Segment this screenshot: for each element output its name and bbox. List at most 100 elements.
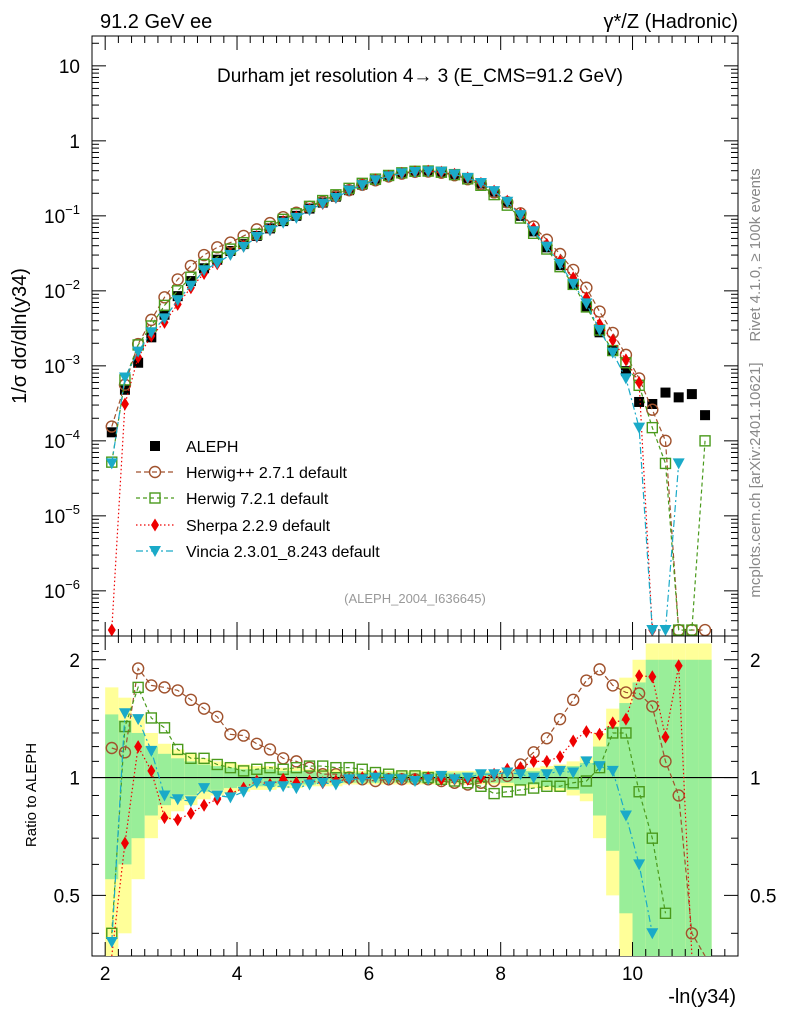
data-point <box>448 169 461 181</box>
uncertainty-band-inner <box>672 659 686 956</box>
ratio-point <box>369 772 382 784</box>
ratio-point <box>160 811 169 825</box>
ratio-point <box>646 700 659 713</box>
data-point <box>593 325 606 337</box>
ratio-point <box>541 780 553 792</box>
data-point <box>290 212 303 224</box>
data-point <box>171 273 184 286</box>
main-axes: 10−6 10−5 10−4 10−3 10−2 10−1 1 10 <box>44 36 738 636</box>
data-point <box>197 248 211 262</box>
uncertainty-band-inner <box>685 659 699 956</box>
ratio-point <box>593 663 606 676</box>
ratio-point <box>580 775 593 787</box>
ratio-point <box>186 806 195 820</box>
ratio-point <box>118 708 131 720</box>
data-point <box>514 210 527 222</box>
ratio-line <box>111 712 653 943</box>
ratio-point <box>606 765 619 777</box>
ratio-tick-label-right: 2 <box>750 651 761 672</box>
ratio-point <box>290 755 303 768</box>
data-point <box>395 168 408 180</box>
data-point <box>158 291 171 304</box>
legend-item: ALEPH <box>150 439 238 456</box>
data-point <box>620 366 631 377</box>
ratio-point <box>435 770 448 782</box>
ratio-point <box>343 761 355 774</box>
legend: ALEPH Herwig++ 2.7.1 default Herwig 7.2.1 … <box>136 439 380 561</box>
ratio-point <box>237 729 250 742</box>
ratio-point <box>251 763 263 775</box>
data-point <box>540 241 553 253</box>
data-point <box>621 353 630 367</box>
ratio-point <box>211 710 224 723</box>
ratio-point <box>593 761 606 773</box>
legend-item: Sherpa 2.2.9 default <box>136 518 331 535</box>
ratio-tick-label-left: 1 <box>69 769 80 790</box>
ratio-point <box>540 769 553 781</box>
chart-title: Durham jet resolution 4→ 3 (E_CMS=91.2 G… <box>217 66 623 87</box>
x-tick-label: 2 <box>100 964 111 985</box>
ratio-point <box>567 693 580 707</box>
ratio-point <box>118 746 132 759</box>
legend-marker <box>150 441 160 451</box>
ratio-point <box>633 786 645 798</box>
uncertainty-band-inner <box>144 746 158 816</box>
ratio-point <box>303 779 316 791</box>
ratio-point <box>171 684 184 697</box>
ratio-point <box>264 761 276 774</box>
ratio-point <box>448 774 461 786</box>
series-2 <box>106 165 711 636</box>
ratio-point <box>250 737 263 750</box>
data-point <box>593 305 606 318</box>
y-tick-label: 1 <box>69 132 80 153</box>
data-point <box>303 204 316 216</box>
uncertainty-band-inner <box>606 726 620 851</box>
ratio-point <box>131 662 145 675</box>
uncertainty-band-inner <box>658 659 673 956</box>
data-point <box>567 278 580 290</box>
ratio-tick-label-right: 0.5 <box>750 886 776 907</box>
ratio-point <box>608 716 617 730</box>
x-tick-label: 10 <box>622 964 643 985</box>
ratio-point <box>595 727 604 741</box>
ratio-point <box>501 786 513 798</box>
data-point <box>646 625 659 637</box>
uncertainty-band-inner <box>632 682 646 956</box>
legend-label: Herwig 7.2.1 default <box>186 491 329 508</box>
data-point <box>608 333 617 347</box>
y-axis-label: 1/σ dσ/dln(y34) <box>9 268 31 404</box>
uncertainty-band-inner <box>619 703 633 914</box>
main-panel: 10−6 10−5 10−4 10−3 10−2 10−1 1 10 Durham jet r… <box>9 35 739 637</box>
header-right: γ*/Z (Hadronic) <box>604 11 738 33</box>
ratio-tick-label-right: 1 <box>750 769 761 790</box>
data-point <box>672 624 685 636</box>
ratio-point <box>556 750 565 764</box>
data-point <box>633 422 646 434</box>
watermark: (ALEPH_2004_I636645) <box>344 591 486 606</box>
ratio-tick-label-left: 0.5 <box>54 886 80 907</box>
legend-item: Vincia 2.3.01_8.243 default <box>136 544 380 561</box>
ratio-tick-label-left: 2 <box>69 651 80 672</box>
data-point <box>105 458 118 470</box>
ratio-point <box>329 779 342 791</box>
ratio-point <box>184 693 198 707</box>
ratio-point <box>184 796 197 808</box>
data-point <box>554 259 567 271</box>
ratio-point <box>409 775 421 787</box>
series-line <box>111 170 680 631</box>
ratio-point <box>422 774 435 786</box>
ratio-point <box>514 784 527 796</box>
ratio-point <box>356 774 369 786</box>
data-point <box>501 196 514 208</box>
ratio-point <box>145 679 158 692</box>
data-point <box>329 192 342 204</box>
y-tick-label: 10−6 <box>44 577 80 603</box>
data-point <box>211 258 224 270</box>
ratio-point <box>648 670 657 684</box>
ratio-point <box>554 780 566 792</box>
ratio-point <box>198 752 210 765</box>
uncertainty-band-inner <box>698 659 712 956</box>
ratio-point <box>553 712 567 726</box>
data-point <box>224 249 237 261</box>
